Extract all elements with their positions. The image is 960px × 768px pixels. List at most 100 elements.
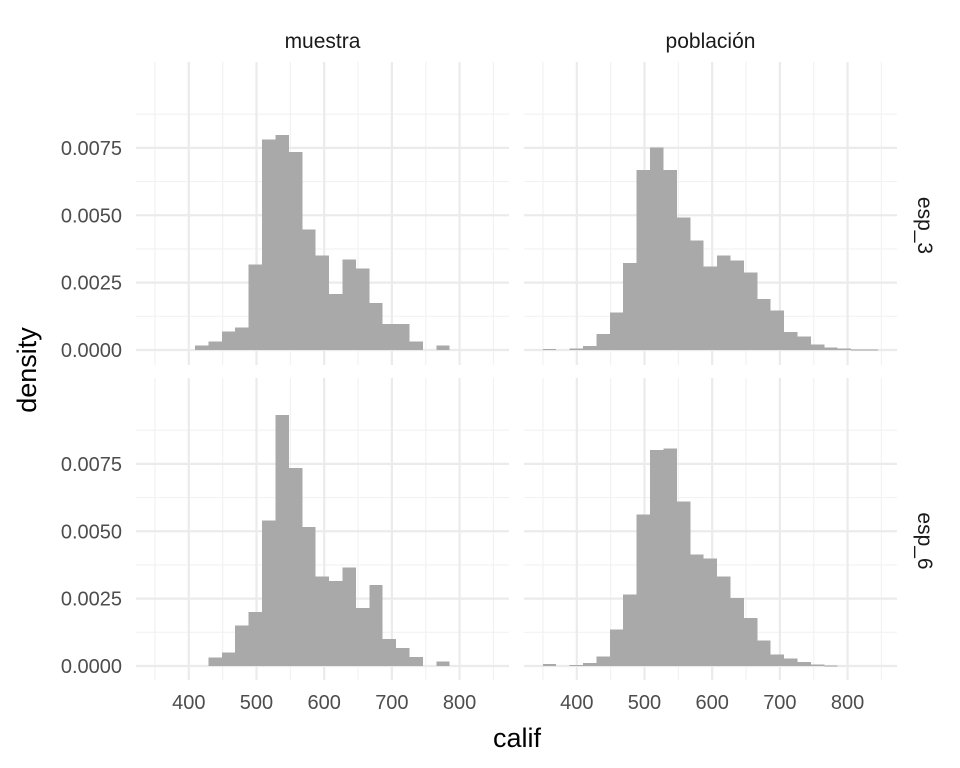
x-tick-label: 400: [172, 692, 205, 714]
histogram-bar: [650, 147, 664, 350]
x-tick-label: 500: [628, 692, 661, 714]
histogram-bar: [315, 255, 330, 350]
histogram-bar: [797, 662, 811, 666]
histogram-bar: [743, 618, 758, 666]
histogram-bar: [636, 169, 651, 350]
histogram-bar: [797, 336, 811, 350]
histogram-bar: [288, 467, 303, 666]
histogram-bar: [770, 654, 785, 666]
histogram-bar: [596, 333, 610, 350]
histogram-bar: [542, 664, 557, 666]
histogram-bar: [583, 662, 597, 666]
histogram-bar: [569, 348, 584, 350]
histogram-bar: [837, 348, 852, 350]
x-tick-label: 800: [831, 692, 864, 714]
histogram-bar: [382, 639, 397, 666]
histogram-bar: [784, 332, 798, 350]
x-tick-label: 600: [308, 692, 341, 714]
y-axis-title: density: [12, 327, 42, 413]
histogram-bar: [248, 264, 263, 350]
histogram-bar: [623, 594, 637, 666]
histogram-bar: [703, 558, 718, 666]
histogram-bar: [542, 349, 557, 350]
y-tick-label: 0.0075: [61, 138, 122, 160]
histogram-bar: [757, 640, 771, 666]
histogram-bars-muestra-esp_3: [195, 135, 450, 350]
histogram-bar: [623, 263, 637, 350]
y-tick-label: 0.0025: [61, 589, 122, 611]
histogram-bar: [329, 294, 343, 350]
histogram-bar: [248, 612, 263, 666]
histogram-bar: [409, 341, 423, 350]
histogram-bars-población-esp_6: [542, 448, 838, 667]
histogram-bar: [810, 664, 825, 666]
histogram-bar: [650, 450, 664, 666]
facet-row-label: esp_6: [913, 512, 936, 569]
histogram-bar: [302, 229, 316, 350]
histogram-bar: [355, 607, 370, 666]
y-tick-label: 0.0050: [61, 205, 122, 227]
histogram-bar: [208, 657, 222, 666]
histogram-bar: [275, 135, 289, 350]
histogram-bar: [275, 414, 289, 666]
histogram-bar: [851, 349, 865, 351]
histogram-bar: [690, 240, 704, 350]
histogram-bar: [583, 345, 597, 350]
histogram-bar: [717, 255, 731, 350]
histogram-bar: [730, 597, 744, 666]
histogram-bar: [262, 139, 276, 350]
histogram-bar: [824, 347, 838, 350]
histogram-bar: [743, 272, 758, 350]
histogram-bar: [396, 648, 410, 666]
x-tick-label: 700: [375, 692, 408, 714]
histogram-bar: [676, 217, 691, 350]
histogram-bar: [663, 448, 677, 666]
histogram-bar: [596, 656, 610, 666]
facet-column-label: muestra: [285, 30, 361, 53]
histogram-bar: [609, 312, 624, 350]
histogram-bar: [369, 585, 383, 666]
histogram-bar: [436, 345, 450, 350]
histogram-bar: [221, 652, 236, 666]
histogram-bar: [757, 298, 771, 350]
histogram-bar: [824, 665, 838, 667]
histogram-bar: [342, 259, 356, 350]
histogram-bar: [864, 349, 878, 351]
histogram-bar: [302, 526, 316, 666]
histogram-bar: [342, 567, 356, 666]
panels-layer: [136, 62, 897, 680]
histogram-bar: [730, 260, 744, 350]
histogram-bar: [609, 629, 624, 666]
x-tick-label: 600: [696, 692, 729, 714]
labels-layer: 0.0000 0.0025 0.0050 0.0075 0.0000 0.0025 0.00…: [61, 30, 936, 714]
histogram-bar: [663, 169, 677, 350]
histogram-bar: [770, 310, 785, 350]
histogram-bar: [355, 268, 370, 350]
histogram-bars-población-esp_3: [542, 147, 878, 351]
histogram-bar: [703, 266, 718, 350]
histogram-bar: [784, 658, 798, 666]
y-tick-label: 0.0000: [61, 656, 122, 678]
histogram-bar: [676, 501, 691, 666]
histogram-bar: [235, 327, 249, 350]
histogram-bar: [382, 324, 397, 350]
x-tick-label: 400: [560, 692, 593, 714]
y-tick-label: 0.0050: [61, 521, 122, 543]
histogram-bar: [315, 576, 330, 666]
histogram-bar: [690, 554, 704, 666]
histogram-bar: [409, 657, 423, 666]
histogram-bar: [369, 302, 383, 350]
x-tick-label: 800: [443, 692, 476, 714]
x-axis-title: calif: [493, 723, 542, 753]
y-tick-label: 0.0075: [61, 454, 122, 476]
facet-row-label: esp_3: [913, 197, 936, 254]
histogram-bar: [329, 580, 343, 666]
histogram-bar: [221, 331, 236, 350]
histogram-bar: [262, 520, 276, 666]
y-tick-label: 0.0025: [61, 273, 122, 295]
histogram-bar: [396, 324, 410, 350]
histogram-bar: [195, 345, 209, 350]
histogram-bar: [717, 576, 731, 666]
